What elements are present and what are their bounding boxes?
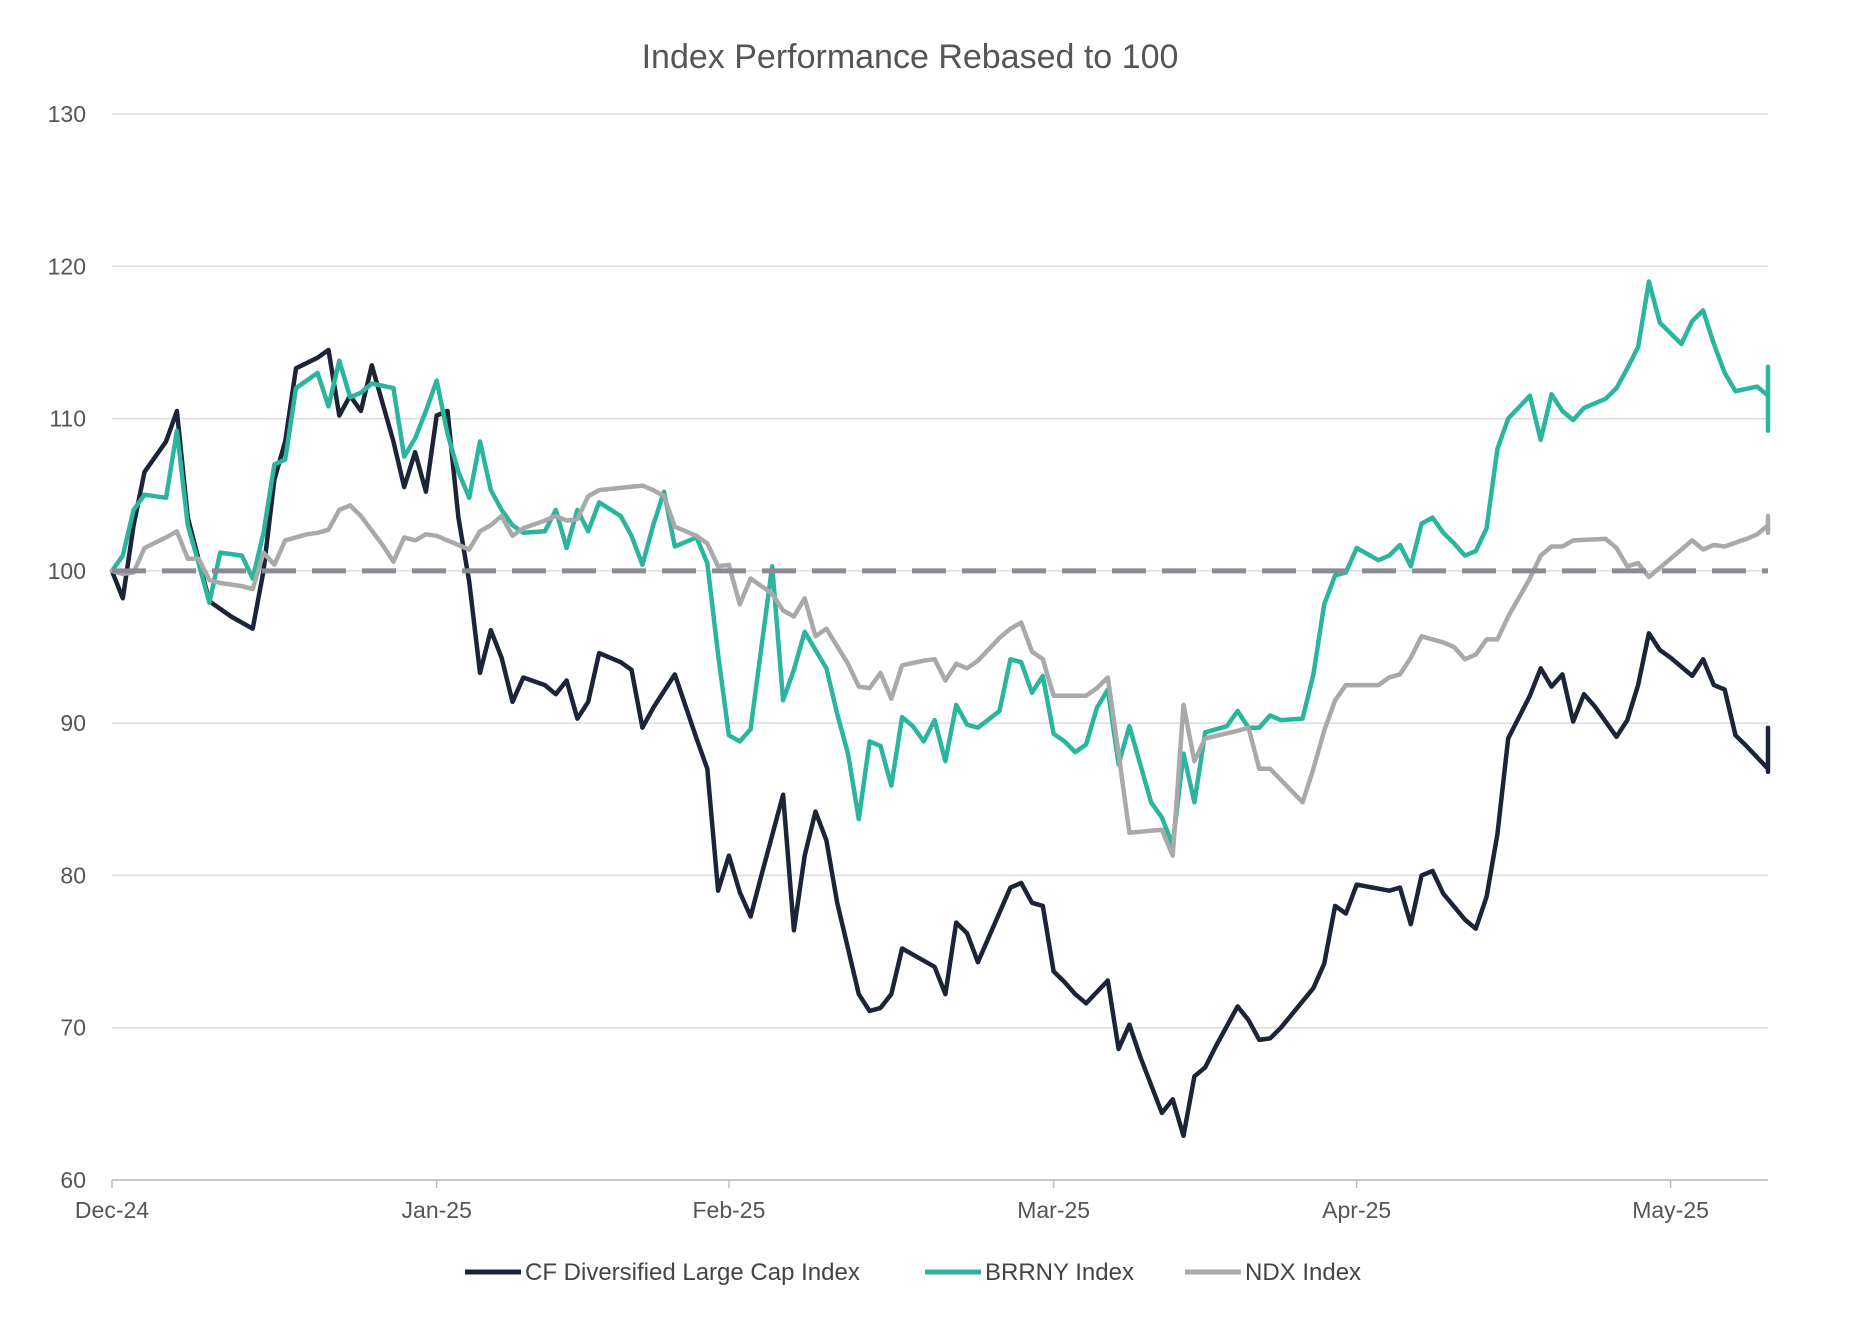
legend: CF Diversified Large Cap Index BRRNY Inde… [465,1259,1361,1286]
legend-label: BRRNY Index [985,1259,1134,1286]
series-line-0 [109,347,1771,1139]
y-tick-label: 80 [60,862,86,888]
x-tick-label: Mar-25 [1017,1197,1090,1223]
x-tick-label: Apr-25 [1322,1197,1391,1223]
x-tick-label: Jan-25 [402,1197,472,1223]
y-tick-label: 90 [60,710,86,736]
y-tick-label: 130 [48,101,86,127]
x-axis-ticks: Dec-24 Jan-25 Feb-25 Mar-25 Apr-25 May-25 [75,1179,1768,1223]
chart-title: Index Performance Rebased to 100 [642,38,1179,76]
series-line-1 [109,279,1771,848]
legend-label: CF Diversified Large Cap Index [525,1259,860,1286]
y-tick-label: 60 [60,1167,86,1193]
y-tick-label: 100 [48,558,86,584]
x-tick-label: Dec-24 [75,1197,149,1223]
y-axis-ticks: 60 70 80 90 100 110 120 130 [48,101,86,1193]
grid-lines [112,113,1768,1181]
y-tick-label: 110 [49,406,86,432]
series-lines [109,279,1771,1139]
series-line-2 [109,483,1771,858]
x-tick-label: Feb-25 [693,1197,766,1223]
x-tick-label: May-25 [1632,1197,1709,1223]
legend-label: NDX Index [1245,1259,1361,1286]
y-tick-label: 70 [60,1015,86,1041]
y-tick-label: 120 [48,253,86,279]
